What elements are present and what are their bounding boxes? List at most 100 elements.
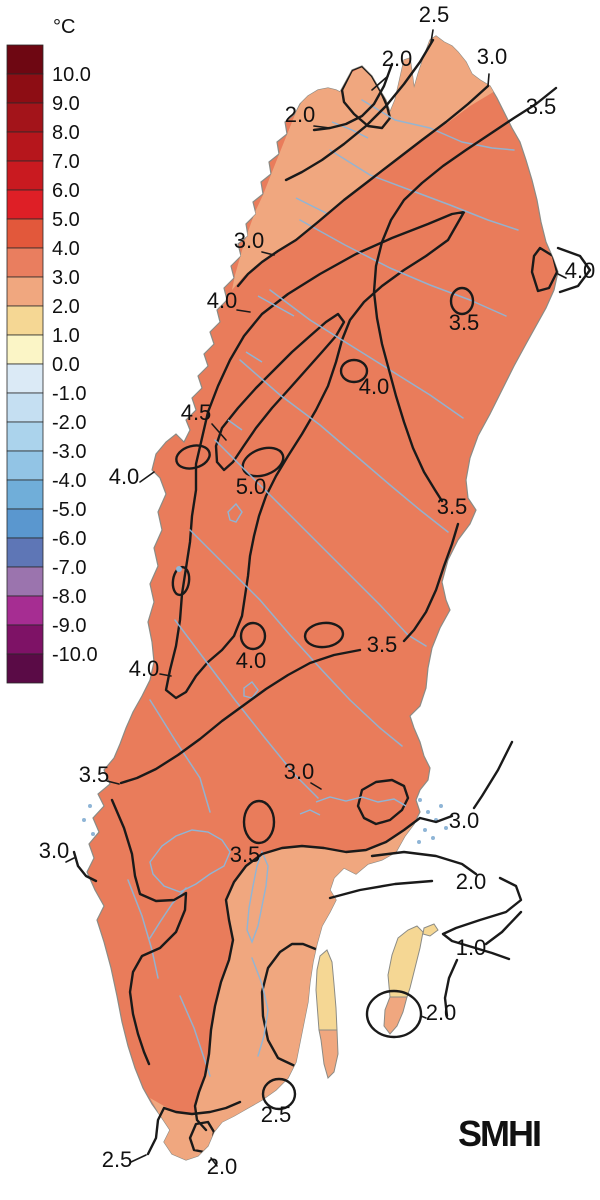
legend-boundary-label: -6.0 [52,528,86,550]
label-tick [430,29,434,43]
contour-3-5-long-a [372,86,558,503]
legend-swatch [6,218,44,249]
island-faro [422,923,439,937]
legend-boundary-label: -9.0 [52,615,86,637]
label-tick [210,1157,218,1167]
contour-3-0-south [193,814,454,1132]
label-tick [211,423,227,441]
contour-4-5-loop [214,312,346,472]
legend-swatch [6,305,44,336]
contour-1-0-sea-b [443,958,459,1018]
contour-2-5-south [146,1100,242,1156]
contour-label-4-5: 4.5 [181,400,212,425]
hotspot-5-0-small [171,565,191,597]
legend-swatch [6,566,44,597]
contour-3-5-oval-sw [242,799,276,845]
legend-boundary-label: 8.0 [52,122,80,144]
contour-label-3-0: 3.0 [284,759,315,784]
legend-boundary-label: 10.0 [52,64,91,86]
contour-label-4-0: 4.0 [359,374,390,399]
lake-malaren [315,796,407,807]
label-tick [106,780,120,785]
region-oval-mid-2-3 [303,621,345,649]
legend-boundary-label: -2.0 [52,412,86,434]
contour-labels: 2.5 3.0 2.0 3.5 2.0 3.0 4.0 4.0 3.5 4.0 4.5 4.0 5.0 3… [39,2,596,1179]
legend-swatch [6,537,44,568]
legend-swatch [6,276,44,307]
legend-swatch [6,450,44,481]
legend-boundary-label: -7.0 [52,557,86,579]
label-tick [139,471,155,483]
contour-label-3-0: 3.0 [234,228,265,253]
legend-boundary-label: 6.0 [52,180,80,202]
legend-title: °C [53,16,75,38]
lake-akkajaure [295,197,329,215]
contour-2-0-sea-a [328,879,434,900]
legend-boundary-label: -4.0 [52,470,86,492]
legend-boundary-label: 1.0 [52,325,80,347]
legend-swatch [6,247,44,278]
legend-boundary-label: -10.0 [52,644,98,666]
label-tick [371,75,389,91]
legend-boundary-label: 2.0 [52,296,80,318]
lakes [149,121,407,944]
contour-label-4-0: 4.0 [207,288,238,313]
label-tick [313,125,331,129]
contour-3-5-oval-ne [449,286,475,316]
island-oland-north [315,949,338,1031]
contour-3-5-long-b [402,522,460,643]
legend-swatch [6,624,44,655]
contour-3-5-long-c [119,648,362,785]
region-stockholm-2-3 [356,778,410,826]
contour-label-ticks [65,29,567,1167]
legend-swatch [6,160,44,191]
contour-4-0-hole [339,358,369,384]
contour-label-3-0: 3.0 [477,44,508,69]
lake-hjalmaren [299,809,321,816]
legend-swatch [6,421,44,452]
legend-boundary-label: 9.0 [52,93,80,115]
label-tick [130,1154,147,1163]
lake-vanern [149,829,231,893]
contour-label-4-0: 4.0 [565,258,596,283]
contour-label-3-5: 3.5 [367,632,398,657]
label-tick [65,857,75,863]
contour-lines [72,38,592,1156]
label-tick [310,782,322,790]
legend-swatch [6,334,44,365]
legend-boundary-label: -1.0 [52,383,86,405]
color-scale-legend: °C 10.0 9.0 8.0 7.0 6.0 5.0 4.0 3.0 2.0 1.0 0.0 -1.… [6,16,98,684]
contour-label-4-0: 4.0 [109,464,140,489]
lake-vattern [246,850,269,944]
contour-4-0-sea-ne [556,246,592,294]
legend-swatch [6,102,44,133]
contour-3-0-north [236,84,490,288]
region-oval-4-5 [239,621,267,651]
legend-boundary-label: -3.0 [52,441,86,463]
legend-swatch [6,392,44,423]
contour-label-3-5: 3.5 [526,94,557,119]
contour-label-2-5: 2.5 [102,1147,133,1172]
lake-dot [176,566,182,572]
contour-label-2-5: 2.5 [419,2,450,27]
legend-swatch [6,131,44,162]
contour-2-0-sea-b [441,876,523,961]
island-oland-south [318,1029,339,1079]
contour-2-0-gotland-loop [365,989,423,1039]
contour-label-2-5: 2.5 [261,1102,292,1127]
legend-boundary-label: 7.0 [52,151,80,173]
legend-swatch [6,363,44,394]
smhi-logo: SMHI [458,1113,540,1154]
lake-malgomaj [227,419,243,431]
legend-boundary-label: 0.0 [52,354,80,376]
contour-label-3-5: 3.5 [437,494,468,519]
legend-swatch [6,73,44,104]
contour-label-2-0: 2.0 [207,1154,238,1179]
island-gotland-south [383,996,408,1035]
legend-boundary-label: 4.0 [52,238,80,260]
contour-2-5-sea [370,850,478,876]
contour-label-3-5: 3.5 [79,762,110,787]
legend-swatch [6,44,44,75]
contour-2-5-north [284,38,435,182]
